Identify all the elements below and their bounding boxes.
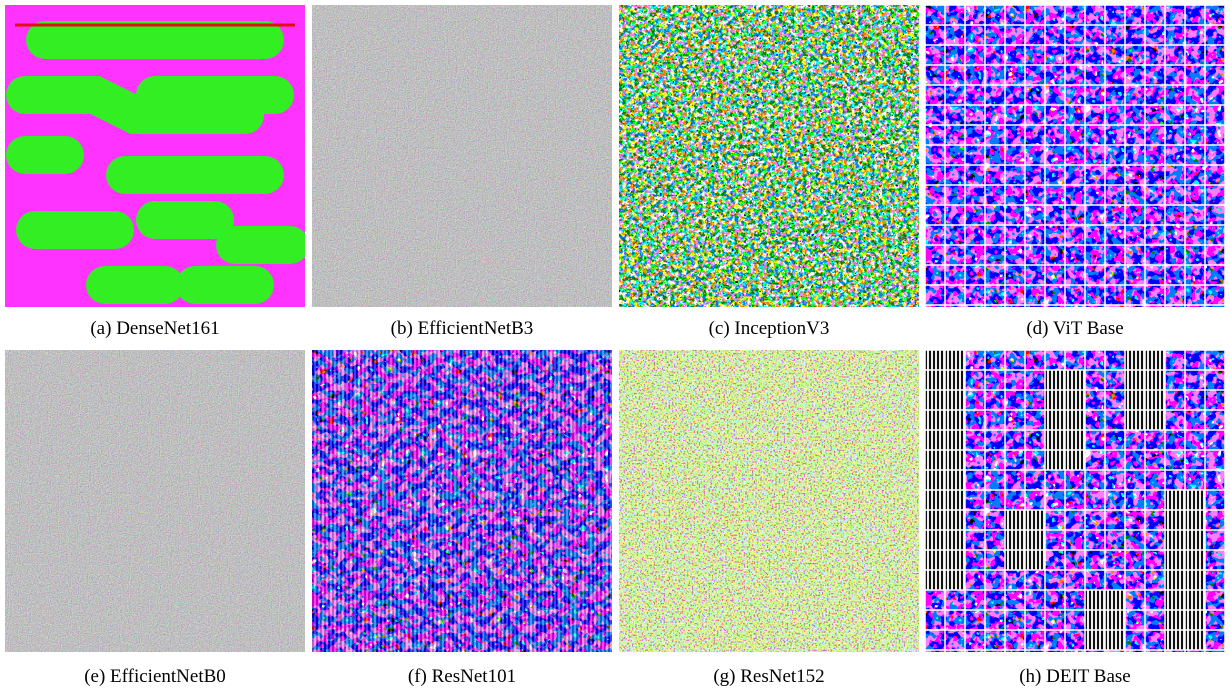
panel-image [312,350,612,652]
caption: (e) EfficientNetB0 [5,666,305,688]
caption: (f) ResNet101 [312,666,612,688]
caption: (d) ViT Base [925,318,1225,340]
panel-image [925,350,1225,652]
panel-image [5,5,305,307]
figure: (a) DenseNet161 (b) EfficientNetB3 (c) I… [0,0,1230,696]
caption: (a) DenseNet161 [5,318,305,340]
panel-image [619,350,919,652]
panel-image [5,350,305,652]
caption: (c) InceptionV3 [619,318,919,340]
panel-image [619,5,919,307]
caption: (b) EfficientNetB3 [312,318,612,340]
caption: (g) ResNet152 [619,666,919,688]
caption: (h) DEIT Base [925,666,1225,688]
panel-image [925,5,1225,307]
panel-image [312,5,612,307]
